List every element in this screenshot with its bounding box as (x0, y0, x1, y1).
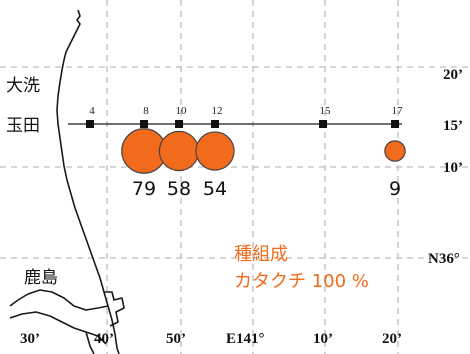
station-marker-8 (140, 120, 148, 128)
place-oarai: 大洗 (6, 76, 40, 96)
station-marker-12 (211, 120, 219, 128)
lat-label-20: 20’ (443, 67, 463, 83)
place-kashima: 鹿島 (24, 268, 58, 288)
catch-count-station-17: 9 (389, 178, 401, 200)
lon-label-20: 20’ (382, 331, 402, 347)
station-marker-4 (86, 120, 94, 128)
station-label-17: 17 (392, 105, 404, 117)
species-title: 種組成 (234, 244, 288, 265)
lon-label-30: 30’ (20, 331, 40, 347)
stations-layer: 4 8 10 12 15 17 (86, 105, 403, 128)
station-label-12: 12 (212, 105, 223, 117)
coastline (9, 9, 125, 354)
lat-label-15: 15’ (443, 118, 463, 134)
lon-label-50: 50’ (166, 331, 186, 347)
port-outline (104, 291, 125, 327)
station-marker-15 (319, 120, 327, 128)
station-label-4: 4 (89, 105, 95, 117)
station-label-8: 8 (143, 105, 149, 117)
catch-circle-station-10 (158, 130, 200, 172)
catch-count-station-8: 79 (132, 178, 156, 200)
lon-label-40: 40’ (94, 331, 114, 347)
catch-circle-station-12 (195, 131, 235, 171)
lon-label-10: 10’ (313, 331, 333, 347)
catch-circle-station-17 (384, 140, 406, 162)
station-label-15: 15 (320, 105, 332, 117)
station-marker-10 (175, 120, 183, 128)
lat-label-10: 10’ (443, 160, 463, 176)
catch-layer: 79 58 54 9 (121, 128, 406, 200)
station-marker-17 (391, 120, 399, 128)
main-coastline (56, 9, 120, 354)
lat-label-36: N36° (428, 251, 460, 267)
species-composition: カタクチ 100 % (234, 271, 369, 292)
place-tamada: 玉田 (6, 116, 40, 136)
station-label-10: 10 (176, 105, 188, 117)
catch-count-station-12: 54 (203, 178, 227, 200)
lon-label-141: E141° (226, 331, 265, 347)
harbor-coastline (9, 289, 109, 354)
catch-count-station-10: 58 (167, 178, 191, 200)
